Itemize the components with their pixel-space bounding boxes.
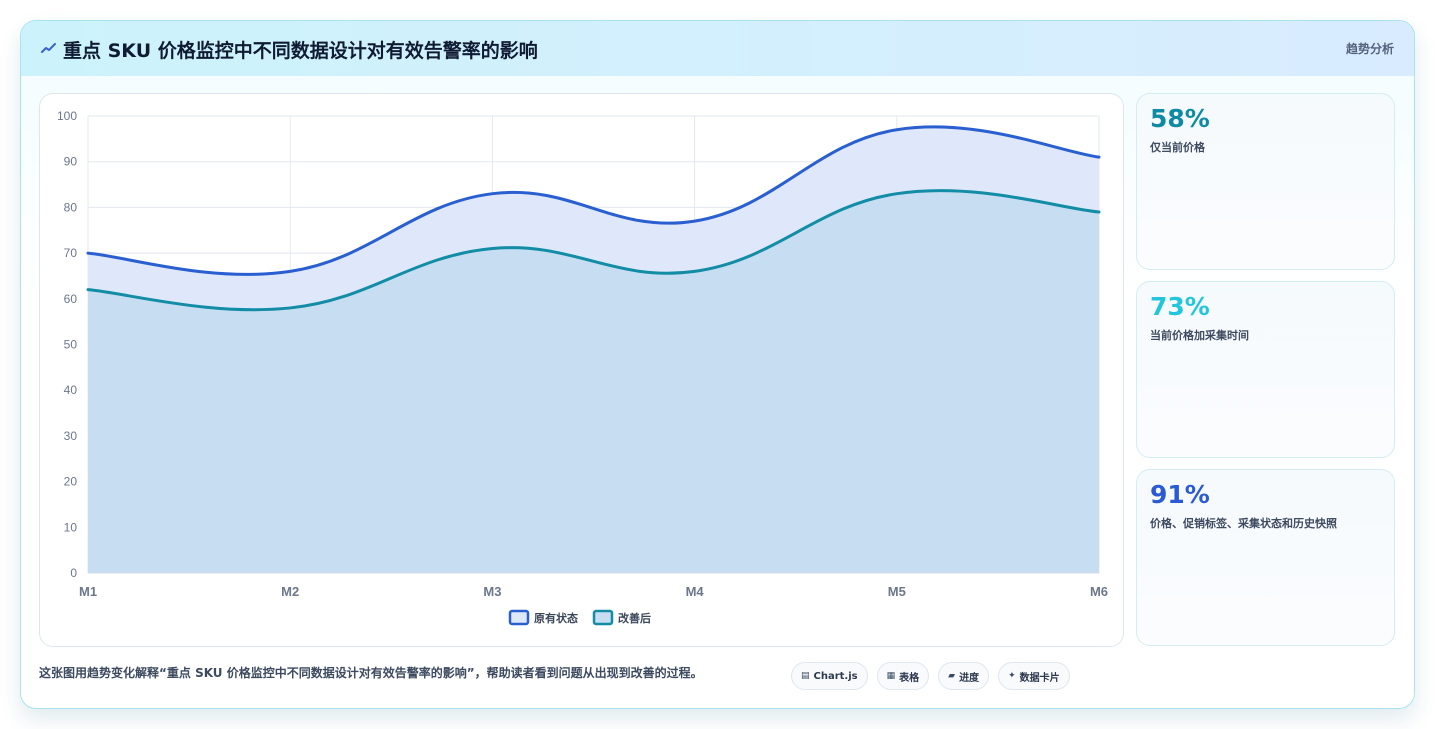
- trend-icon: [41, 43, 56, 53]
- legend-label-improved: 改善后: [618, 611, 651, 625]
- card-header: 重点 SKU 价格监控中不同数据设计对有效告警率的影响 趋势分析: [21, 21, 1414, 76]
- progress-icon: ▰: [948, 671, 956, 681]
- x-tick-label: M1: [79, 584, 97, 599]
- kpi-card-1: 58% 仅当前价格: [1136, 93, 1395, 270]
- y-tick-label: 80: [64, 200, 78, 214]
- legend-swatch-improved: [592, 609, 614, 626]
- table-icon: ▦: [886, 671, 896, 681]
- chart-panel: 0 10 20 30 40 50 60 70 80 90 100 M1 M2 M3 M4 M5 M6 原有状态 改善…: [39, 93, 1124, 647]
- kpi-card-2: 73% 当前价格加采集时间: [1136, 281, 1395, 458]
- x-tick-label: M3: [483, 584, 501, 599]
- chart-card: 重点 SKU 价格监控中不同数据设计对有效告警率的影响 趋势分析 0 10 20 30…: [20, 20, 1415, 709]
- y-tick-label: 10: [64, 520, 78, 534]
- y-tick-label: 90: [64, 155, 78, 169]
- series-line-improved: [86, 189, 1101, 312]
- x-tick-label: M6: [1090, 584, 1108, 599]
- chip-label: 表格: [899, 672, 920, 684]
- y-tick-label: 70: [64, 246, 78, 260]
- area-chart: 0 10 20 30 40 50 60 70 80 90 100 M1 M2 M3 M4 M5 M6 原有状态 改善…: [57, 109, 1108, 626]
- chip-label: Chart.js: [813, 670, 858, 682]
- x-tick-label: M2: [281, 584, 299, 599]
- chip-chartjs[interactable]: ▤ Chart.js: [791, 662, 868, 690]
- chart-icon: ▤: [801, 671, 810, 681]
- kpi-label-3: 价格、促销标签、采集状态和历史快照: [1150, 517, 1337, 530]
- sparkle-icon: ✦: [1008, 671, 1016, 681]
- series-line-original: [86, 125, 1101, 276]
- series-area-improved: [88, 190, 1099, 573]
- chart-description: 这张图用趋势变化解释“重点 SKU 价格监控中不同数据设计对有效告警率的影响”，…: [39, 666, 703, 680]
- y-tick-label: 60: [64, 292, 78, 306]
- x-tick-label: M4: [686, 584, 705, 599]
- kpi-card-3: 91% 价格、促销标签、采集状态和历史快照: [1136, 469, 1395, 646]
- y-tick-label: 30: [64, 429, 78, 443]
- kpi-label-1: 仅当前价格: [1150, 141, 1205, 154]
- chip-data-card[interactable]: ✦ 数据卡片: [998, 662, 1070, 690]
- kpi-value-3: 91%: [1150, 480, 1210, 509]
- tag-chips: ▤ Chart.js ▦ 表格 ▰ 进度 ✦ 数据卡片: [791, 662, 1070, 690]
- chip-label: 数据卡片: [1019, 672, 1060, 684]
- kpi-value-2: 73%: [1150, 292, 1210, 321]
- y-tick-label: 20: [64, 475, 78, 489]
- chip-table[interactable]: ▦ 表格: [876, 662, 930, 690]
- y-tick-label: 0: [70, 566, 77, 580]
- legend-swatch-original: [508, 609, 530, 626]
- kpi-label-2: 当前价格加采集时间: [1150, 329, 1249, 342]
- chip-progress[interactable]: ▰ 进度: [938, 662, 990, 690]
- header-tag: 趋势分析: [1345, 42, 1394, 56]
- y-tick-label: 40: [64, 383, 78, 397]
- legend-label-original: 原有状态: [534, 611, 578, 625]
- chip-label: 进度: [959, 672, 980, 684]
- y-tick-label: 100: [57, 109, 77, 123]
- x-tick-label: M5: [888, 584, 906, 599]
- kpi-value-1: 58%: [1150, 104, 1210, 133]
- y-tick-label: 50: [64, 338, 78, 352]
- page-title: 重点 SKU 价格监控中不同数据设计对有效告警率的影响: [63, 40, 538, 62]
